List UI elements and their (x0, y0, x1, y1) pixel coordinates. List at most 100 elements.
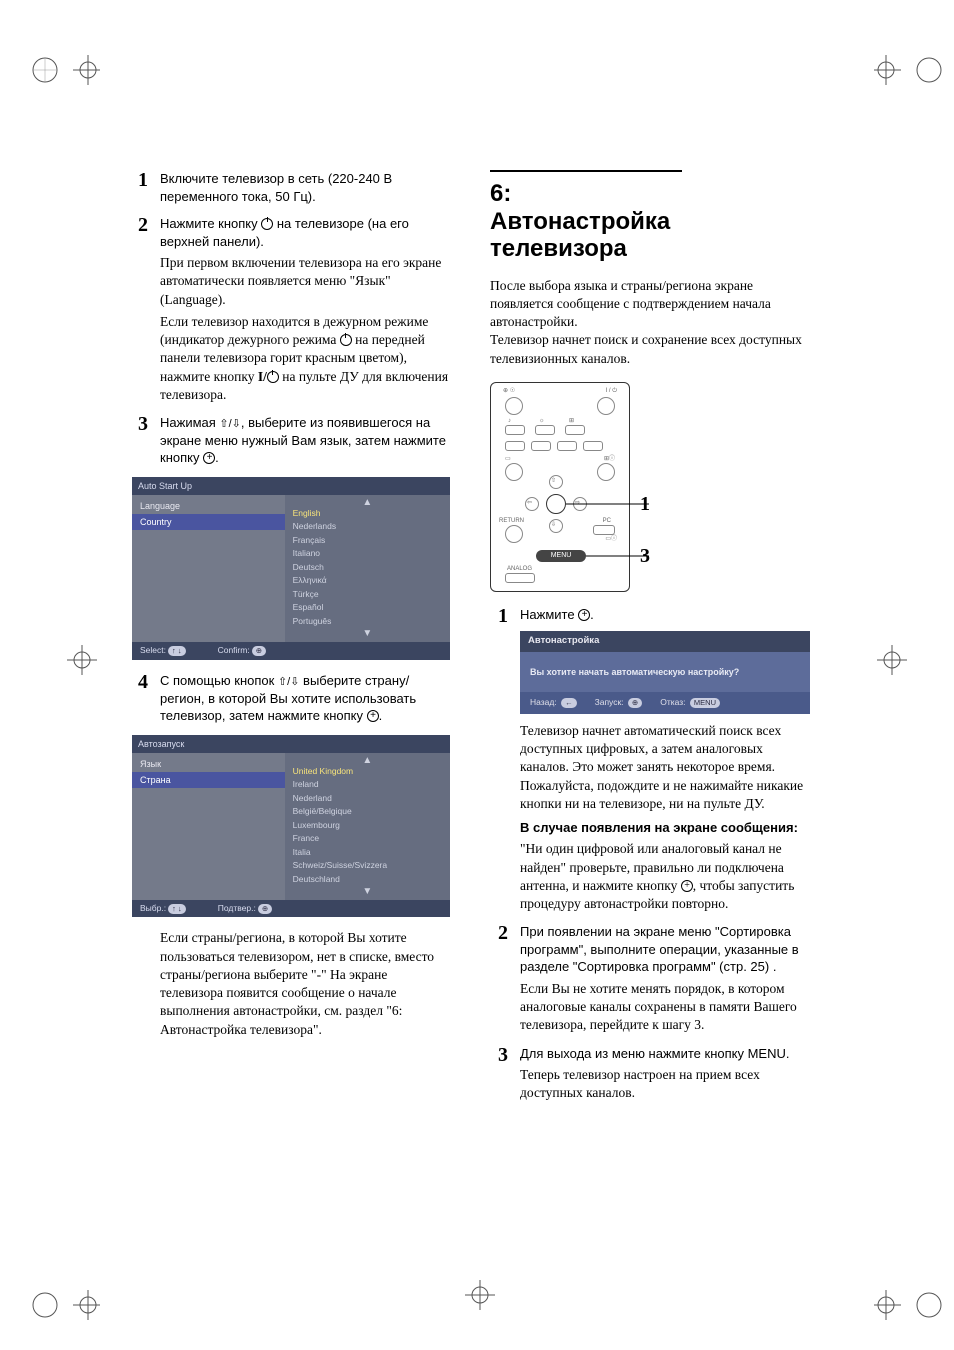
osd-language: Auto Start Up Language Country ▲ English… (132, 477, 450, 660)
ok-icon-2 (367, 710, 379, 722)
step-number: 2 (490, 923, 508, 1034)
pill-ok: ⊕ (252, 646, 266, 656)
osd2-footer: Выбр.:↑ ↓ Подтвер.:⊕ (132, 900, 450, 917)
osd2-title: Автозапуск (132, 735, 450, 753)
r-s3-note: Теперь телевизор настроен на прием всех … (520, 1066, 810, 1102)
left-note: Если страны/региона, в которой Вы хотите… (160, 929, 450, 1038)
osd2-r3: België/Belgique (293, 805, 442, 818)
dialog-footer: Назад: ← Запуск: ⊕ Отказ: MENU (520, 692, 810, 713)
step-number: 3 (490, 1045, 508, 1103)
s4c: . (379, 708, 383, 723)
error-heading: В случае появления на экране сообщения: (520, 819, 810, 837)
step-number: 4 (130, 672, 148, 725)
crop-mark-mr (874, 645, 944, 675)
step-2: 2 Нажмите кнопку на телевизоре (на его в… (130, 215, 450, 404)
osd1-r5: Ελληνικά (293, 574, 442, 587)
osd2-r7: Schweiz/Suisse/Svizzera (293, 859, 442, 872)
pill-menu: MENU (690, 698, 720, 708)
page-content: 1 Включите телевизор в сеть (220-240 В п… (130, 170, 884, 1113)
autotune-dialog: Автонастройка Вы хотите начать автоматич… (520, 631, 810, 713)
crop-mark-tr (874, 55, 944, 125)
step-number: 1 (130, 170, 148, 205)
osd1-title: Auto Start Up (132, 477, 450, 495)
osd2-fc: Подтвер.: (218, 903, 256, 913)
osd2-r0: United Kingdom (293, 765, 442, 778)
i-slash: I/ (258, 369, 267, 384)
osd2-left-item: Язык (132, 756, 285, 772)
osd1-footer: Select:↑ ↓ Confirm:⊕ (132, 642, 450, 659)
pill-updown-2: ↑ ↓ (168, 904, 186, 914)
remote-control: ⊕ ☉ I / ⏻ ♪ ☼ ⊞ ▭ ⊞ⓘ (490, 382, 630, 592)
osd1-left-item-selected: Country (132, 514, 285, 530)
osd1-r3: Italiano (293, 547, 442, 560)
callout-1: 1 (640, 491, 650, 518)
section-heading: 6: Автонастройка телевизора (490, 170, 682, 263)
ok-icon-4 (681, 880, 693, 892)
right-intro: После выбора языка и страны/региона экра… (490, 277, 810, 368)
osd2-r2: Nederland (293, 792, 442, 805)
r-s2-note: Если Вы не хотите менять порядок, в кото… (520, 980, 810, 1035)
ok-icon (203, 452, 215, 464)
after-dialog-text: Телевизор начнет автоматический поиск вс… (520, 722, 810, 813)
standby-icon (340, 334, 352, 346)
step2-lead-a: Нажмите кнопку (160, 216, 261, 231)
crop-mark-ml (30, 645, 100, 675)
step-3: 3 Нажимая ⇧/⇩, выберите из появившегося … (130, 414, 450, 467)
dlg-back: Назад: (530, 697, 557, 707)
s3a: Нажимая (160, 415, 219, 430)
pill-updown: ↑ ↓ (168, 646, 186, 656)
right-step-2: 2 При появлении на экране меню "Сортиров… (490, 923, 810, 1034)
error-text: "Ни один цифровой или аналоговый канал н… (520, 840, 810, 913)
remote-diagram: ⊕ ☉ I / ⏻ ♪ ☼ ⊞ ▭ ⊞ⓘ (490, 382, 810, 592)
s3c: . (215, 450, 219, 465)
step1-text: Включите телевизор в сеть (220-240 В пер… (160, 171, 392, 204)
dialog-question: Вы хотите начать автоматическую настройк… (520, 652, 810, 692)
osd2-left-list: Язык Страна (132, 753, 285, 900)
osd1-r2: Français (293, 534, 442, 547)
crop-mark-br (874, 1250, 944, 1320)
osd2-left-item-selected: Страна (132, 772, 285, 788)
ok-icon-3 (578, 609, 590, 621)
step-1: 1 Включите телевизор в сеть (220-240 В п… (130, 170, 450, 205)
callout-3: 3 (640, 543, 650, 570)
step-number: 3 (130, 414, 148, 467)
up-down-icon: ⇧/⇩ (219, 418, 241, 430)
osd2-r4: Luxembourg (293, 819, 442, 832)
step2-p1: При первом включении телевизора на его э… (160, 254, 450, 309)
step-4: 4 С помощью кнопок ⇧/⇩ выберите страну/р… (130, 672, 450, 725)
osd1-r8: Português (293, 615, 442, 628)
dlg-start: Запуск: (595, 697, 624, 707)
pill-ok-2: ⊕ (258, 904, 272, 914)
right-step-1: 1 Нажмите . Автонастройка Вы хотите нача… (490, 606, 810, 913)
pill-back: ← (561, 698, 577, 708)
osd1-r4: Deutsch (293, 561, 442, 574)
power-icon-2 (267, 371, 279, 383)
right-step-3: 3 Для выхода из меню нажмите кнопку MENU… (490, 1045, 810, 1103)
osd1-left-list: Language Country (132, 495, 285, 642)
crop-mark-bc (420, 1280, 540, 1310)
osd2-r6: Italia (293, 846, 442, 859)
osd2-r5: France (293, 832, 442, 845)
r-s2-lead: При появлении на экране меню "Сортировка… (520, 924, 799, 974)
osd1-r0: English (293, 507, 442, 520)
dlg-cancel: Отказ: (660, 697, 685, 707)
dialog-title: Автонастройка (520, 631, 810, 652)
osd1-right-list: ▲ English Nederlands Français Italiano D… (285, 495, 450, 642)
pill-start: ⊕ (628, 698, 642, 708)
osd2-right-list: ▲ United Kingdom Ireland Nederland Belgi… (285, 753, 450, 900)
osd1-r6: Türkçe (293, 588, 442, 601)
step-number: 1 (490, 606, 508, 913)
crop-mark-bl (30, 1250, 100, 1320)
up-down-icon-2: ⇧/⇩ (278, 676, 300, 688)
crop-mark-tl (30, 55, 100, 125)
r-s1a: Нажмите (520, 607, 578, 622)
osd1-left-item: Language (132, 498, 285, 514)
step-number: 2 (130, 215, 148, 404)
step2-p2: Если телевизор находится в дежурном режи… (160, 313, 450, 404)
r-s1b: . (590, 607, 594, 622)
osd1-r1: Nederlands (293, 520, 442, 533)
r-s3-lead: Для выхода из меню нажмите кнопку MENU. (520, 1046, 789, 1061)
osd2-fs: Выбр.: (140, 903, 166, 913)
osd1-fc: Confirm: (218, 645, 250, 655)
osd2-r8: Deutschland (293, 873, 442, 886)
